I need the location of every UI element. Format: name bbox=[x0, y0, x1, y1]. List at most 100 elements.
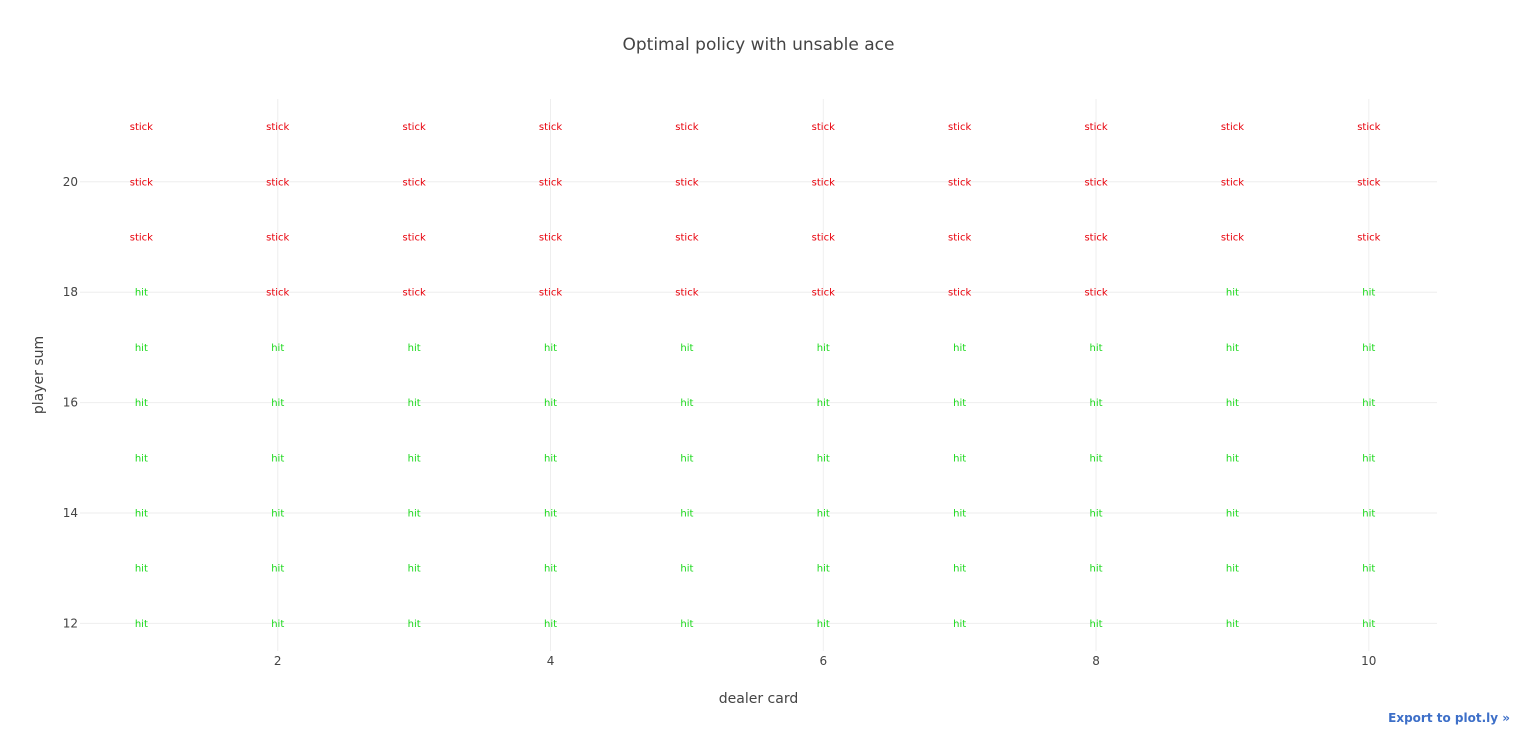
x-tick-label: 8 bbox=[1092, 654, 1100, 668]
policy-cell-stick: stick bbox=[403, 288, 426, 299]
policy-cell-hit: hit bbox=[680, 398, 693, 409]
policy-cell-hit: hit bbox=[817, 619, 830, 630]
chart-title: Optimal policy with unsable ace bbox=[622, 35, 894, 55]
policy-cell-hit: hit bbox=[1090, 509, 1103, 520]
policy-cell-hit: hit bbox=[135, 343, 148, 354]
policy-cell-hit: hit bbox=[817, 509, 830, 520]
policy-cell-stick: stick bbox=[675, 288, 698, 299]
policy-cell-hit: hit bbox=[408, 509, 421, 520]
policy-cell-hit: hit bbox=[1226, 288, 1239, 299]
policy-cell-hit: hit bbox=[271, 343, 284, 354]
policy-cell-stick: stick bbox=[1084, 122, 1107, 133]
policy-cell-hit: hit bbox=[1090, 343, 1103, 354]
policy-cell-hit: hit bbox=[1362, 619, 1375, 630]
policy-cell-hit: hit bbox=[1090, 564, 1103, 575]
policy-cell-hit: hit bbox=[680, 509, 693, 520]
policy-cell-hit: hit bbox=[408, 619, 421, 630]
policy-cell-hit: hit bbox=[135, 398, 148, 409]
policy-cell-hit: hit bbox=[680, 453, 693, 464]
policy-cell-stick: stick bbox=[266, 233, 289, 244]
policy-cell-stick: stick bbox=[812, 122, 835, 133]
policy-cell-stick: stick bbox=[1357, 177, 1380, 188]
policy-cell-stick: stick bbox=[812, 233, 835, 244]
policy-cell-stick: stick bbox=[266, 122, 289, 133]
policy-cell-stick: stick bbox=[403, 122, 426, 133]
y-tick-label: 16 bbox=[63, 396, 78, 410]
policy-cell-stick: stick bbox=[812, 288, 835, 299]
policy-cell-stick: stick bbox=[130, 122, 153, 133]
policy-cell-stick: stick bbox=[812, 177, 835, 188]
policy-cell-stick: stick bbox=[130, 177, 153, 188]
policy-cells: hit hit hit hit hit hit hit hit hit hit hit hit hit h… bbox=[130, 122, 1381, 630]
policy-cell-hit: hit bbox=[544, 398, 557, 409]
policy-cell-stick: stick bbox=[403, 177, 426, 188]
policy-cell-hit: hit bbox=[1362, 288, 1375, 299]
policy-cell-hit: hit bbox=[953, 564, 966, 575]
x-tick-label: 2 bbox=[274, 654, 282, 668]
policy-cell-hit: hit bbox=[135, 509, 148, 520]
policy-cell-hit: hit bbox=[408, 398, 421, 409]
policy-cell-hit: hit bbox=[271, 453, 284, 464]
policy-cell-hit: hit bbox=[1090, 453, 1103, 464]
export-to-plotly-link[interactable]: Export to plot.ly » bbox=[1388, 711, 1510, 725]
policy-cell-hit: hit bbox=[1226, 619, 1239, 630]
policy-cell-hit: hit bbox=[953, 453, 966, 464]
policy-cell-hit: hit bbox=[544, 564, 557, 575]
policy-cell-stick: stick bbox=[539, 122, 562, 133]
policy-cell-stick: stick bbox=[1084, 233, 1107, 244]
policy-cell-hit: hit bbox=[544, 509, 557, 520]
policy-cell-stick: stick bbox=[1084, 288, 1107, 299]
policy-cell-stick: stick bbox=[948, 177, 971, 188]
policy-cell-hit: hit bbox=[135, 619, 148, 630]
policy-cell-hit: hit bbox=[680, 564, 693, 575]
policy-cell-hit: hit bbox=[817, 564, 830, 575]
policy-cell-hit: hit bbox=[1226, 509, 1239, 520]
policy-cell-stick: stick bbox=[1084, 177, 1107, 188]
policy-cell-hit: hit bbox=[271, 509, 284, 520]
y-axis-ticks: 12 14 16 18 20 bbox=[63, 175, 78, 631]
policy-cell-hit: hit bbox=[1226, 398, 1239, 409]
policy-cell-hit: hit bbox=[953, 509, 966, 520]
policy-cell-hit: hit bbox=[135, 288, 148, 299]
policy-cell-stick: stick bbox=[675, 233, 698, 244]
y-tick-label: 14 bbox=[63, 506, 78, 520]
policy-cell-stick: stick bbox=[1221, 122, 1244, 133]
policy-cell-stick: stick bbox=[675, 122, 698, 133]
policy-cell-hit: hit bbox=[1226, 343, 1239, 354]
policy-cell-stick: stick bbox=[266, 177, 289, 188]
x-axis-title: dealer card bbox=[719, 691, 798, 707]
policy-cell-hit: hit bbox=[135, 564, 148, 575]
y-tick-label: 12 bbox=[63, 616, 78, 630]
policy-cell-stick: stick bbox=[539, 233, 562, 244]
policy-cell-stick: stick bbox=[1357, 233, 1380, 244]
policy-cell-hit: hit bbox=[817, 453, 830, 464]
policy-cell-stick: stick bbox=[539, 177, 562, 188]
x-tick-label: 10 bbox=[1361, 654, 1376, 668]
policy-cell-hit: hit bbox=[271, 398, 284, 409]
policy-cell-hit: hit bbox=[817, 343, 830, 354]
policy-cell-stick: stick bbox=[130, 233, 153, 244]
policy-cell-stick: stick bbox=[675, 177, 698, 188]
policy-cell-stick: stick bbox=[948, 122, 971, 133]
policy-cell-stick: stick bbox=[948, 288, 971, 299]
policy-cell-hit: hit bbox=[1090, 398, 1103, 409]
policy-cell-stick: stick bbox=[1357, 122, 1380, 133]
policy-cell-stick: stick bbox=[266, 288, 289, 299]
policy-cell-hit: hit bbox=[271, 564, 284, 575]
policy-cell-hit: hit bbox=[408, 453, 421, 464]
policy-cell-hit: hit bbox=[1362, 453, 1375, 464]
policy-cell-stick: stick bbox=[948, 233, 971, 244]
y-tick-label: 18 bbox=[63, 285, 78, 299]
y-tick-label: 20 bbox=[63, 175, 78, 189]
policy-cell-hit: hit bbox=[135, 453, 148, 464]
policy-cell-stick: stick bbox=[403, 233, 426, 244]
grid-lines bbox=[80, 99, 1437, 651]
policy-cell-hit: hit bbox=[1090, 619, 1103, 630]
policy-cell-stick: stick bbox=[1221, 177, 1244, 188]
policy-cell-hit: hit bbox=[271, 619, 284, 630]
policy-cell-stick: stick bbox=[1221, 233, 1244, 244]
policy-cell-hit: hit bbox=[1362, 398, 1375, 409]
y-axis-title: player sum bbox=[31, 336, 47, 414]
policy-cell-hit: hit bbox=[408, 564, 421, 575]
